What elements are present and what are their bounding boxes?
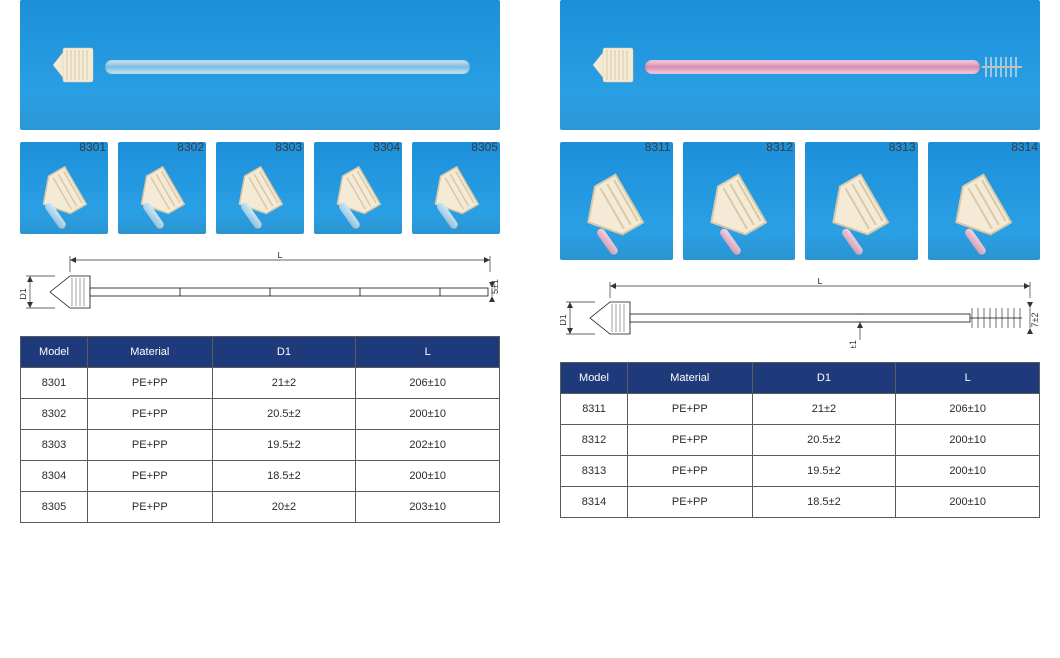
- thumb-8311: 8311: [560, 142, 673, 260]
- thumb-label: 8301: [79, 140, 106, 154]
- table-cell: PE+PP: [88, 461, 213, 492]
- table-row: 8305PE+PP20±2203±10: [21, 492, 500, 523]
- table-cell: 8313: [561, 456, 628, 487]
- right-column: 8311 8312 8313 8314: [560, 0, 1040, 658]
- th-material: Material: [628, 363, 753, 394]
- table-cell: PE+PP: [628, 425, 753, 456]
- thumb-label: 8312: [766, 140, 793, 154]
- table-cell: 19.5±2: [752, 456, 896, 487]
- table-cell: 21±2: [752, 394, 896, 425]
- th-material: Material: [88, 337, 213, 368]
- thumb-8314: 8314: [928, 142, 1041, 260]
- th-model: Model: [561, 363, 628, 394]
- brush-shaft: [645, 60, 980, 74]
- thumb-8301: 8301: [20, 142, 108, 234]
- table-cell: 200±10: [896, 487, 1040, 518]
- table-cell: 206±10: [356, 368, 500, 399]
- tbody-left: 8301PE+PP21±2206±108302PE+PP20.5±2200±10…: [21, 368, 500, 523]
- technical-drawing-left: L D1 5±1: [20, 252, 500, 322]
- table-row: 8314PE+PP18.5±2200±10: [561, 487, 1040, 518]
- table-cell: 20.5±2: [212, 399, 356, 430]
- thumb-label: 8313: [889, 140, 916, 154]
- table-cell: PE+PP: [88, 399, 213, 430]
- thumbnail-row-left: 8301 8302 8303 8304: [20, 142, 500, 234]
- th-l: L: [896, 363, 1040, 394]
- tbody-right: 8311PE+PP21±2206±108312PE+PP20.5±2200±10…: [561, 394, 1040, 518]
- table-row: 8312PE+PP20.5±2200±10: [561, 425, 1040, 456]
- table-cell: PE+PP: [88, 368, 213, 399]
- thumb-label: 8302: [177, 140, 204, 154]
- table-cell: 20.5±2: [752, 425, 896, 456]
- table-cell: 18.5±2: [212, 461, 356, 492]
- table-cell: 21±2: [212, 368, 356, 399]
- table-cell: 18.5±2: [752, 487, 896, 518]
- table-cell: PE+PP: [88, 492, 213, 523]
- brush-shaft: [105, 60, 470, 74]
- dim-L: L: [277, 252, 282, 260]
- thumb-label: 8314: [1011, 140, 1038, 154]
- table-cell: 206±10: [896, 394, 1040, 425]
- th-l: L: [356, 337, 500, 368]
- endbrush-icon: [982, 53, 1022, 81]
- table-cell: 8302: [21, 399, 88, 430]
- table-cell: 8303: [21, 430, 88, 461]
- dim-D1: D1: [20, 289, 28, 301]
- dim-shaft-tol: 5±1: [490, 279, 500, 294]
- table-cell: 200±10: [356, 461, 500, 492]
- table-cell: 200±10: [356, 399, 500, 430]
- thumb-8312: 8312: [683, 142, 796, 260]
- left-column: 8301 8302 8303 8304: [20, 0, 500, 658]
- thumb-label: 8304: [373, 140, 400, 154]
- thumb-8302: 8302: [118, 142, 206, 234]
- th-model: Model: [21, 337, 88, 368]
- brush-head-icon: [45, 42, 105, 88]
- table-row: 8304PE+PP18.5±2200±10: [21, 461, 500, 492]
- thumbnail-row-right: 8311 8312 8313 8314: [560, 142, 1040, 260]
- table-row: 8311PE+PP21±2206±10: [561, 394, 1040, 425]
- thumb-label: 8311: [645, 140, 671, 154]
- table-cell: 8301: [21, 368, 88, 399]
- spec-table-left: Model Material D1 L 8301PE+PP21±2206±108…: [20, 336, 500, 523]
- table-cell: PE+PP: [628, 487, 753, 518]
- thumb-label: 8303: [275, 140, 302, 154]
- technical-drawing-right: L D1: [560, 278, 1040, 348]
- table-cell: 8311: [561, 394, 628, 425]
- table-cell: 200±10: [896, 456, 1040, 487]
- table-cell: 200±10: [896, 425, 1040, 456]
- table-cell: 8314: [561, 487, 628, 518]
- th-d1: D1: [752, 363, 896, 394]
- table-cell: 202±10: [356, 430, 500, 461]
- table-row: 8313PE+PP19.5±2200±10: [561, 456, 1040, 487]
- table-cell: PE+PP: [628, 394, 753, 425]
- thumb-8304: 8304: [314, 142, 402, 234]
- brush-head-icon: [585, 42, 645, 88]
- table-cell: 8304: [21, 461, 88, 492]
- dim-endbrush-tol: 7±2: [1030, 313, 1040, 328]
- table-cell: 8305: [21, 492, 88, 523]
- table-cell: 203±10: [356, 492, 500, 523]
- th-d1: D1: [212, 337, 356, 368]
- thumb-8303: 8303: [216, 142, 304, 234]
- thumb-label: 8305: [471, 140, 498, 154]
- hero-image-right: [560, 0, 1040, 130]
- table-cell: 8312: [561, 425, 628, 456]
- table-row: 8302PE+PP20.5±2200±10: [21, 399, 500, 430]
- table-cell: 19.5±2: [212, 430, 356, 461]
- thumb-8313: 8313: [805, 142, 918, 260]
- table-cell: 20±2: [212, 492, 356, 523]
- dim-D1: D1: [560, 314, 568, 326]
- spec-table-right: Model Material D1 L 8311PE+PP21±2206±108…: [560, 362, 1040, 518]
- thumb-8305: 8305: [412, 142, 500, 234]
- table-cell: PE+PP: [628, 456, 753, 487]
- dim-L: L: [817, 278, 822, 286]
- table-cell: PE+PP: [88, 430, 213, 461]
- table-row: 8303PE+PP19.5±2202±10: [21, 430, 500, 461]
- table-row: 8301PE+PP21±2206±10: [21, 368, 500, 399]
- dim-shaft-tol: 4.5±1: [848, 340, 858, 348]
- hero-image-left: [20, 0, 500, 130]
